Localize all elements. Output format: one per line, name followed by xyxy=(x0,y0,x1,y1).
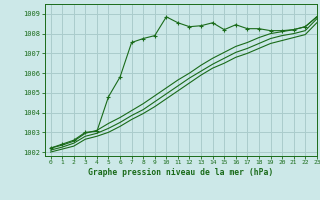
X-axis label: Graphe pression niveau de la mer (hPa): Graphe pression niveau de la mer (hPa) xyxy=(88,168,273,177)
